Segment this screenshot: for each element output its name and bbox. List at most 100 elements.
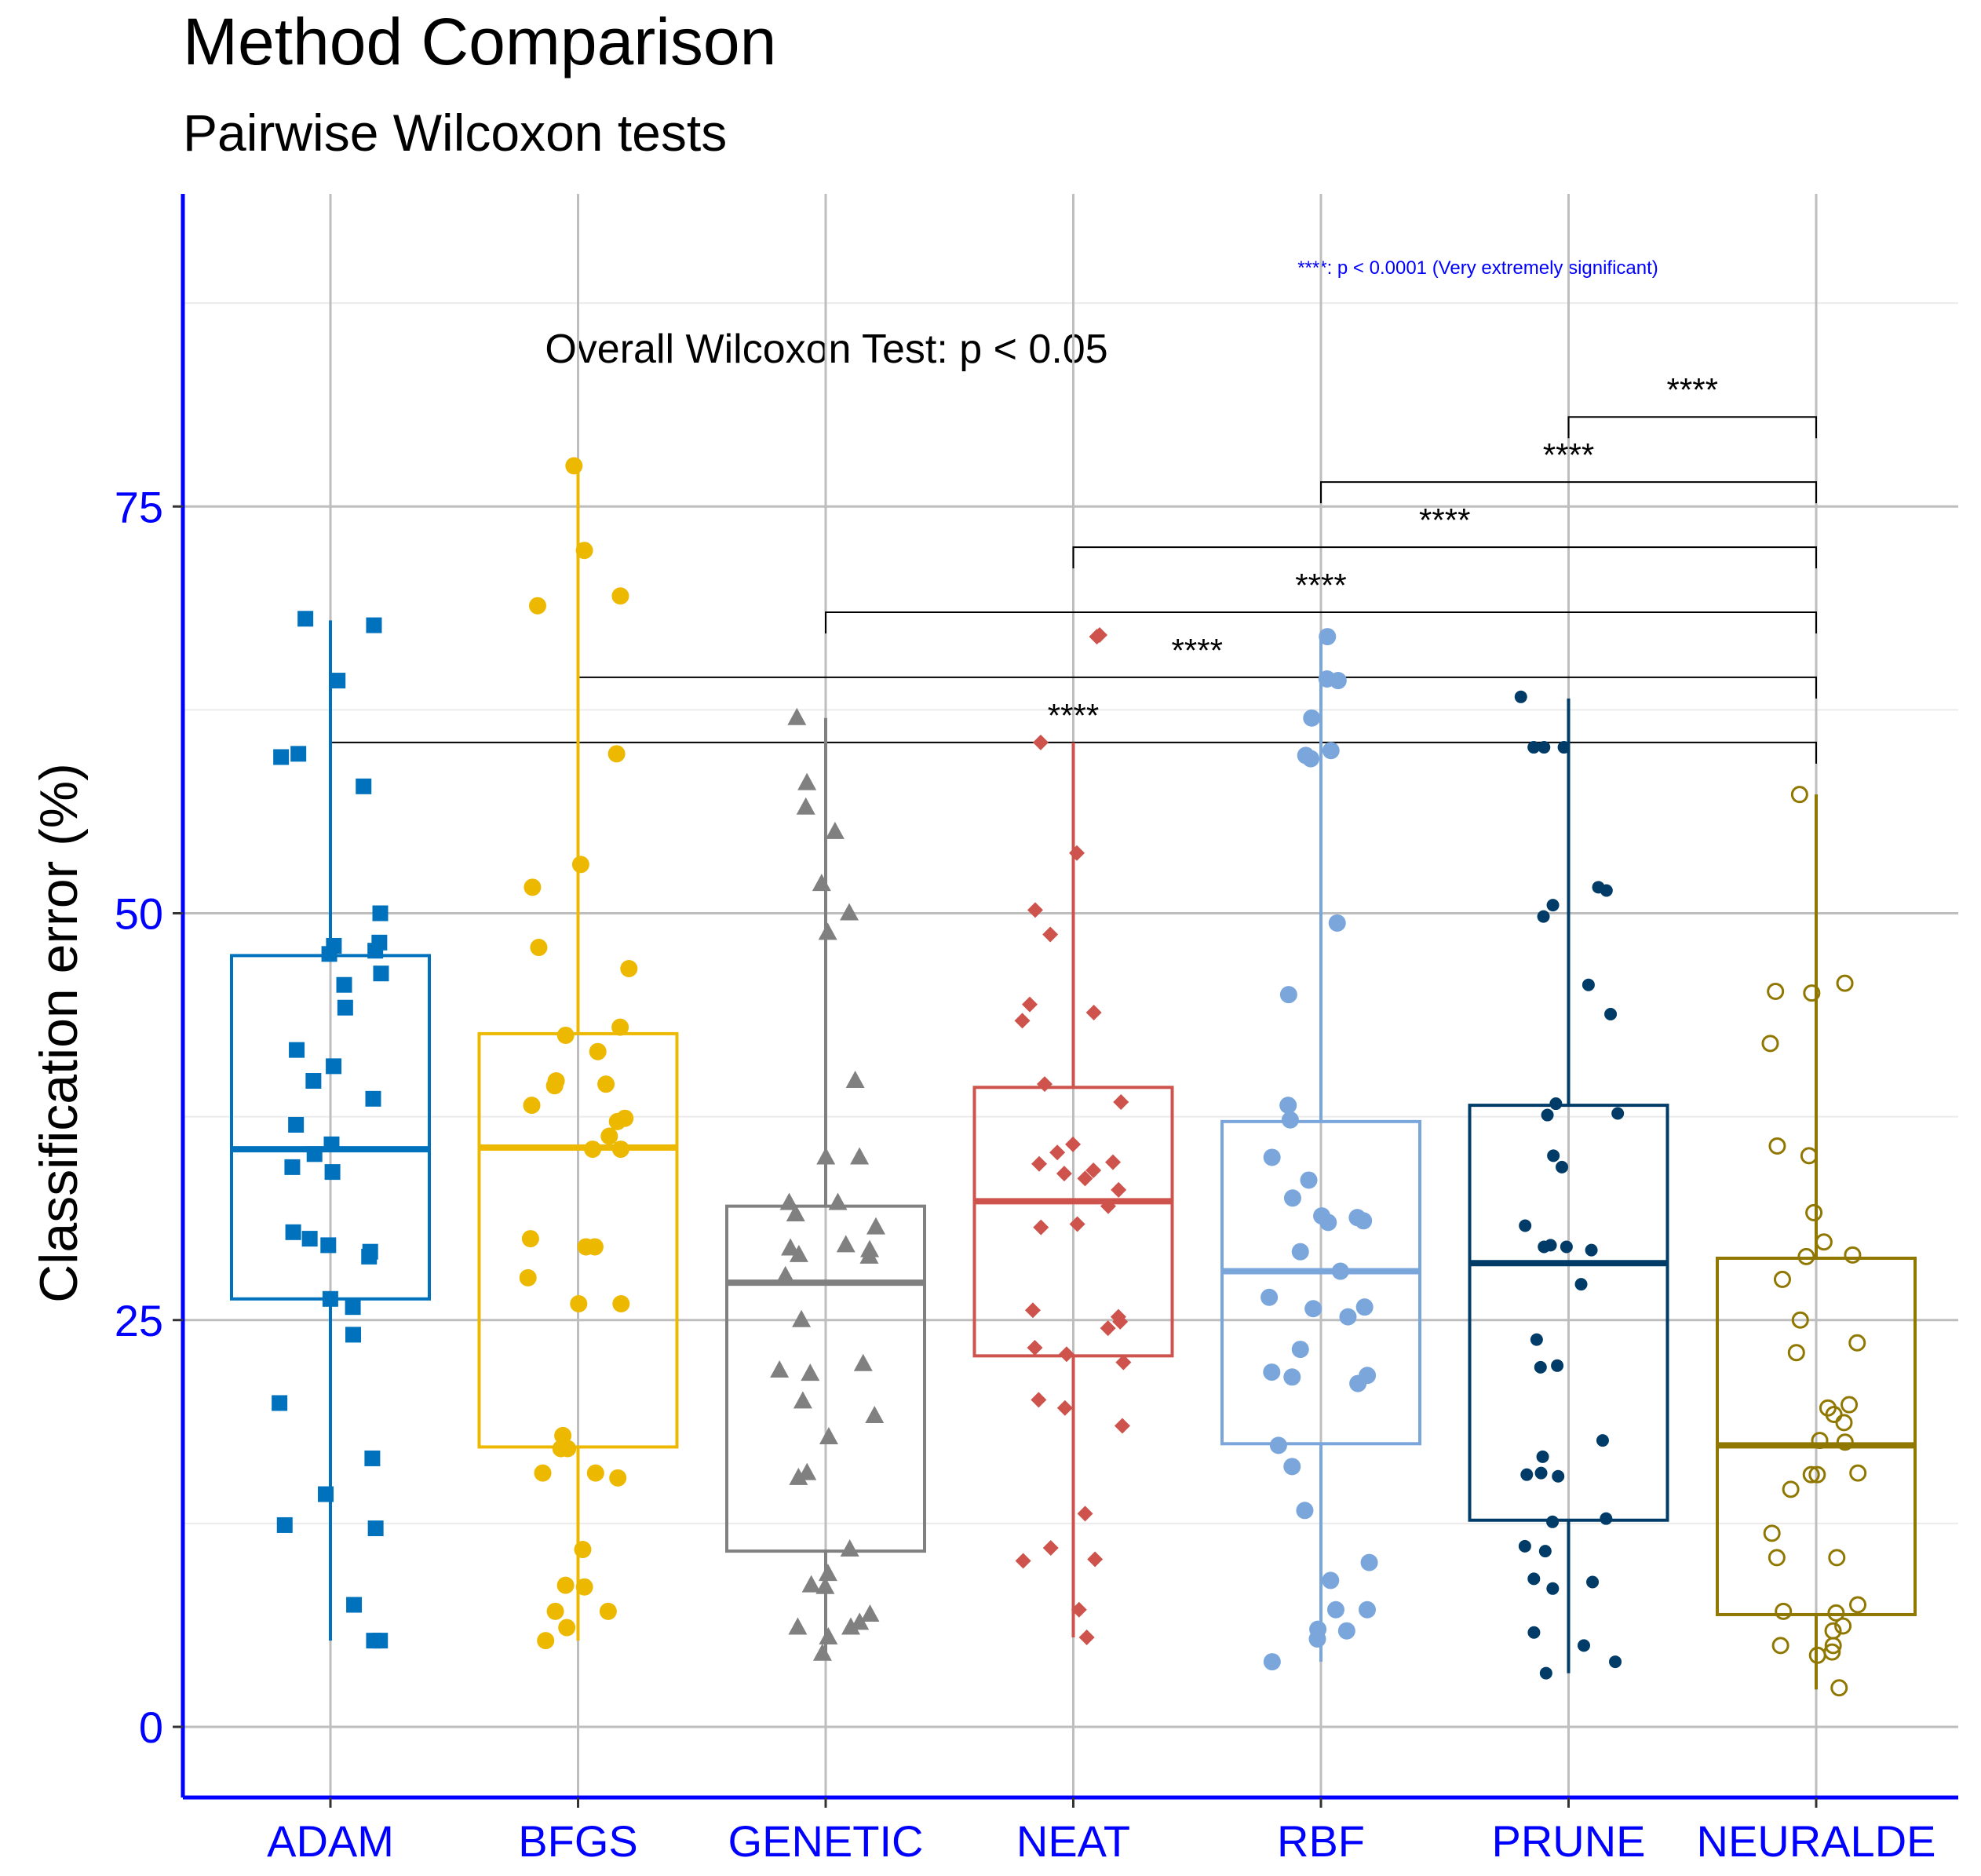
data-point	[611, 1018, 629, 1036]
data-point	[1609, 1655, 1622, 1669]
data-point	[1546, 899, 1560, 912]
data-point	[1800, 1147, 1818, 1165]
data-point	[546, 1602, 564, 1620]
box-iqr	[972, 1086, 1174, 1358]
data-point	[1339, 1308, 1357, 1326]
data-point	[1767, 983, 1785, 1001]
data-point	[1263, 1363, 1281, 1381]
data-point	[1291, 1341, 1309, 1359]
x-tick-label: BFGS	[518, 1816, 637, 1866]
data-point	[1319, 628, 1337, 646]
data-point	[792, 1309, 812, 1327]
data-point	[1355, 1298, 1374, 1316]
data-point	[552, 1440, 570, 1458]
y-axis-label: Classification error (%)	[29, 763, 89, 1303]
y-tick-label: 50	[115, 889, 163, 939]
data-point	[367, 943, 384, 959]
data-point	[841, 1617, 861, 1635]
data-point	[364, 1450, 381, 1466]
data-point	[1557, 741, 1571, 754]
data-point	[1551, 1359, 1564, 1372]
data-point	[1803, 984, 1821, 1002]
data-point	[1056, 1400, 1073, 1416]
data-point	[1308, 1630, 1326, 1648]
data-point	[1534, 1466, 1548, 1480]
data-point	[1355, 1212, 1373, 1230]
data-point	[607, 745, 626, 763]
data-point	[1283, 1368, 1301, 1386]
data-point	[584, 1141, 602, 1159]
data-point	[1078, 1629, 1095, 1645]
data-point	[1600, 1512, 1613, 1525]
data-point	[789, 1467, 808, 1485]
data-point	[793, 1391, 812, 1409]
data-point	[1015, 1553, 1031, 1569]
data-point	[1115, 1354, 1132, 1371]
data-point	[285, 1224, 301, 1240]
y-tick-label: 0	[139, 1703, 163, 1752]
data-point	[571, 856, 589, 874]
data-point	[1541, 1108, 1554, 1122]
data-point	[850, 1147, 870, 1165]
data-point	[1830, 1679, 1848, 1697]
data-point	[1031, 1155, 1048, 1172]
data-point	[1111, 1181, 1127, 1198]
data-point	[1329, 672, 1347, 690]
data-point	[1114, 1418, 1130, 1434]
data-point	[365, 1090, 381, 1107]
data-point	[1841, 1396, 1859, 1414]
data-point	[1087, 1551, 1104, 1568]
data-point	[819, 1427, 838, 1445]
data-point	[575, 542, 593, 560]
data-point	[1322, 742, 1340, 760]
data-point	[859, 1246, 879, 1264]
data-point	[819, 1626, 838, 1644]
data-point	[1790, 786, 1808, 804]
data-point	[1527, 1572, 1541, 1586]
data-point	[865, 1406, 885, 1424]
data-point	[1791, 1311, 1809, 1329]
data-point	[1100, 1198, 1116, 1214]
box-iqr	[1220, 1119, 1421, 1446]
data-point	[324, 1164, 341, 1181]
data-point	[361, 1248, 378, 1265]
data-point	[1042, 926, 1059, 943]
x-tick-label: PRUNE	[1491, 1816, 1645, 1866]
data-point	[1037, 1076, 1053, 1093]
data-point	[1773, 1270, 1791, 1288]
data-point	[1360, 1553, 1378, 1571]
x-tick-label: NEAT	[1016, 1816, 1130, 1866]
data-point	[1331, 1262, 1349, 1280]
data-point	[301, 1231, 318, 1247]
comparison-bracket	[1567, 416, 1817, 439]
box-iqr	[1468, 1104, 1669, 1522]
data-point	[1834, 1617, 1852, 1635]
data-point	[1303, 709, 1321, 727]
data-point	[554, 1426, 572, 1444]
data-point	[1014, 1013, 1031, 1029]
data-point	[1085, 1004, 1102, 1020]
data-point	[336, 976, 352, 993]
data-point	[853, 1353, 873, 1371]
data-point	[1032, 734, 1049, 750]
data-point	[1538, 741, 1551, 754]
data-point	[1269, 1436, 1287, 1454]
data-point	[345, 1299, 361, 1316]
data-point	[1113, 1093, 1129, 1110]
data-point	[366, 617, 382, 633]
data-point	[372, 1633, 389, 1649]
data-point	[565, 457, 583, 475]
data-point	[1069, 845, 1085, 861]
data-point	[1349, 1374, 1367, 1392]
data-point	[1787, 1344, 1805, 1362]
data-point	[608, 1112, 626, 1130]
data-point	[612, 1295, 630, 1313]
data-point	[288, 1116, 305, 1133]
data-point	[577, 1238, 595, 1256]
data-point	[574, 1541, 592, 1559]
comparison-label: ****	[1295, 567, 1346, 604]
x-tick-label: ADAM	[267, 1816, 394, 1866]
data-point	[812, 1643, 832, 1661]
data-point	[840, 903, 859, 921]
box-iqr	[725, 1204, 926, 1553]
